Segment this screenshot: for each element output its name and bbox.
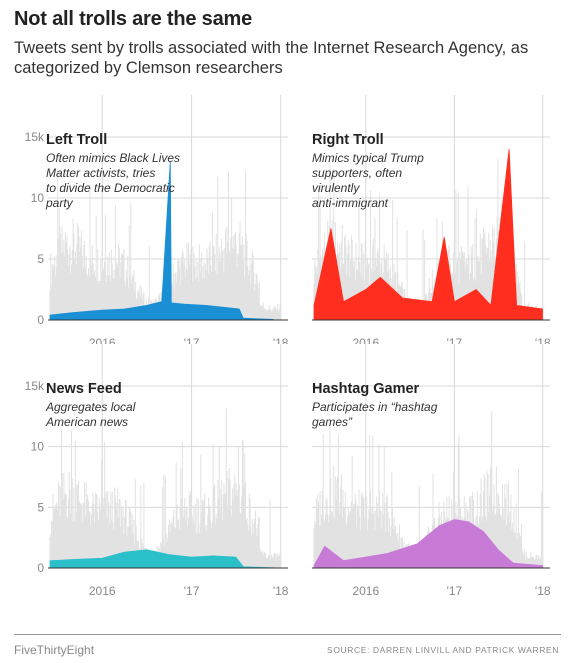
panel-description-line: American news bbox=[45, 415, 128, 429]
x-tick-label: '18 bbox=[535, 584, 551, 598]
panel-description-line: Mimics typical Trump bbox=[312, 151, 424, 165]
chart-title: Not all trolls are the same bbox=[14, 8, 253, 30]
series-area-2 bbox=[49, 549, 281, 569]
panel-title: Right Troll bbox=[312, 132, 384, 148]
x-tick-label: 2016 bbox=[352, 584, 379, 598]
panel-description-line: Matter activists, tries bbox=[46, 166, 155, 180]
y-tick-label: 15k bbox=[25, 130, 45, 144]
chart-subtitle: Tweets sent by trolls associated with th… bbox=[14, 39, 529, 77]
y-tick-label: 0 bbox=[37, 561, 44, 575]
series-area-1 bbox=[313, 149, 543, 321]
panel-title: Left Troll bbox=[46, 132, 107, 148]
panel-description-line: Often mimics Black Lives bbox=[46, 151, 180, 165]
panel-description-line: Aggregates local bbox=[45, 400, 136, 414]
brand-label: FiveThirtyEight bbox=[14, 643, 95, 657]
y-tick-label: 5 bbox=[37, 252, 44, 266]
series-area-0 bbox=[49, 161, 274, 321]
x-tick-label: 2016 bbox=[89, 584, 116, 598]
y-tick-label: 0 bbox=[37, 313, 44, 327]
y-tick-label: 10 bbox=[31, 440, 45, 454]
panel-description-line: to divide the Democratic bbox=[46, 181, 175, 195]
panel-description-line: party bbox=[45, 196, 74, 210]
panel-description-line: games” bbox=[312, 415, 353, 429]
y-tick-label: 15k bbox=[25, 379, 45, 393]
panel-title: News Feed bbox=[46, 381, 122, 397]
source-label: SOURCE: DARREN LINVILL AND PATRICK WARRE… bbox=[327, 645, 559, 655]
panel-description-line: virulently bbox=[312, 181, 360, 195]
footer-rule bbox=[14, 634, 561, 635]
x-tick-label: '18 bbox=[273, 584, 289, 598]
panel-description-line: Participates in “hashtag bbox=[312, 400, 438, 414]
x-tick-label: '17 bbox=[184, 584, 200, 598]
series-area-3 bbox=[313, 519, 543, 569]
panel-description-line: supporters, often bbox=[312, 166, 402, 180]
y-tick-label: 10 bbox=[31, 191, 45, 205]
panel-description-line: anti-immigrant bbox=[312, 196, 389, 210]
x-tick-label: '17 bbox=[447, 584, 463, 598]
panel-title: Hashtag Gamer bbox=[312, 381, 420, 397]
y-tick-label: 5 bbox=[37, 500, 44, 514]
